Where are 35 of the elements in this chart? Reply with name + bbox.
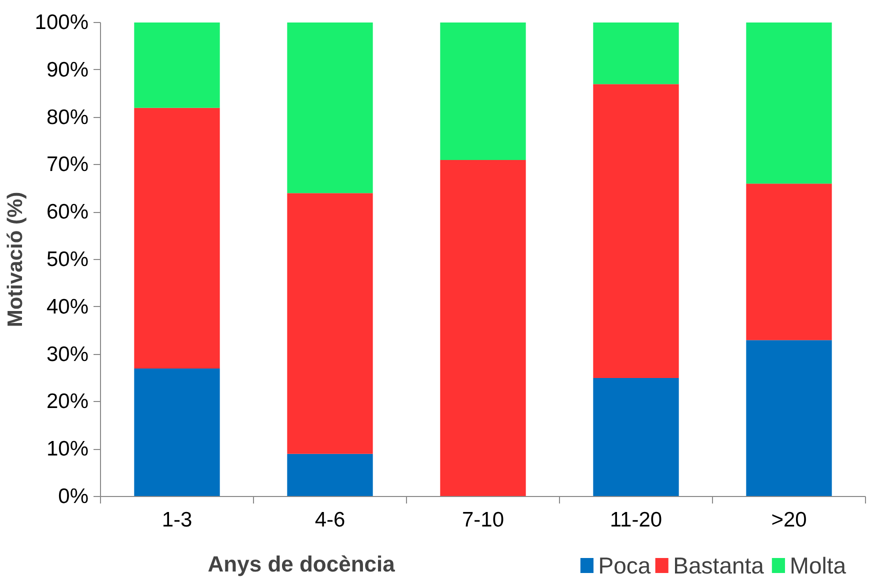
x-axis-title: Anys de docència xyxy=(208,552,396,576)
x-tick-label: 4-6 xyxy=(314,508,346,532)
bar xyxy=(287,454,373,496)
bar xyxy=(287,22,373,194)
bar xyxy=(134,22,220,108)
y-tick-label: 100% xyxy=(34,11,89,34)
y-tick-label: 50% xyxy=(46,248,88,271)
bar xyxy=(593,378,679,496)
x-tick-label: 11-20 xyxy=(610,508,662,532)
bar xyxy=(746,340,832,496)
bar xyxy=(746,184,832,340)
bar xyxy=(287,193,373,454)
x-tick-label: 7-10 xyxy=(462,508,504,532)
y-axis-title: Motivació (%) xyxy=(4,192,27,328)
bar xyxy=(593,84,679,378)
y-tick-label: 0% xyxy=(58,485,89,508)
bar xyxy=(440,160,526,496)
y-tick-label: 20% xyxy=(46,390,88,414)
bar xyxy=(134,108,220,369)
legend-label: Molta xyxy=(790,552,846,578)
bar xyxy=(440,22,526,160)
bar xyxy=(593,22,679,84)
y-tick-label: 30% xyxy=(46,342,88,366)
bar xyxy=(134,368,220,496)
y-tick-label: 40% xyxy=(46,295,88,318)
y-tick-label: 70% xyxy=(46,153,88,176)
y-tick-label: 80% xyxy=(46,106,88,129)
bar xyxy=(746,22,832,184)
y-tick-label: 10% xyxy=(46,438,88,461)
y-tick-label: 60% xyxy=(46,200,88,224)
legend-label: Bastanta xyxy=(673,552,764,578)
x-tick-label: >20 xyxy=(771,508,807,532)
y-tick-label: 90% xyxy=(46,58,88,82)
x-tick-label: 1-3 xyxy=(162,508,192,532)
legend-label: Poca xyxy=(598,552,651,578)
